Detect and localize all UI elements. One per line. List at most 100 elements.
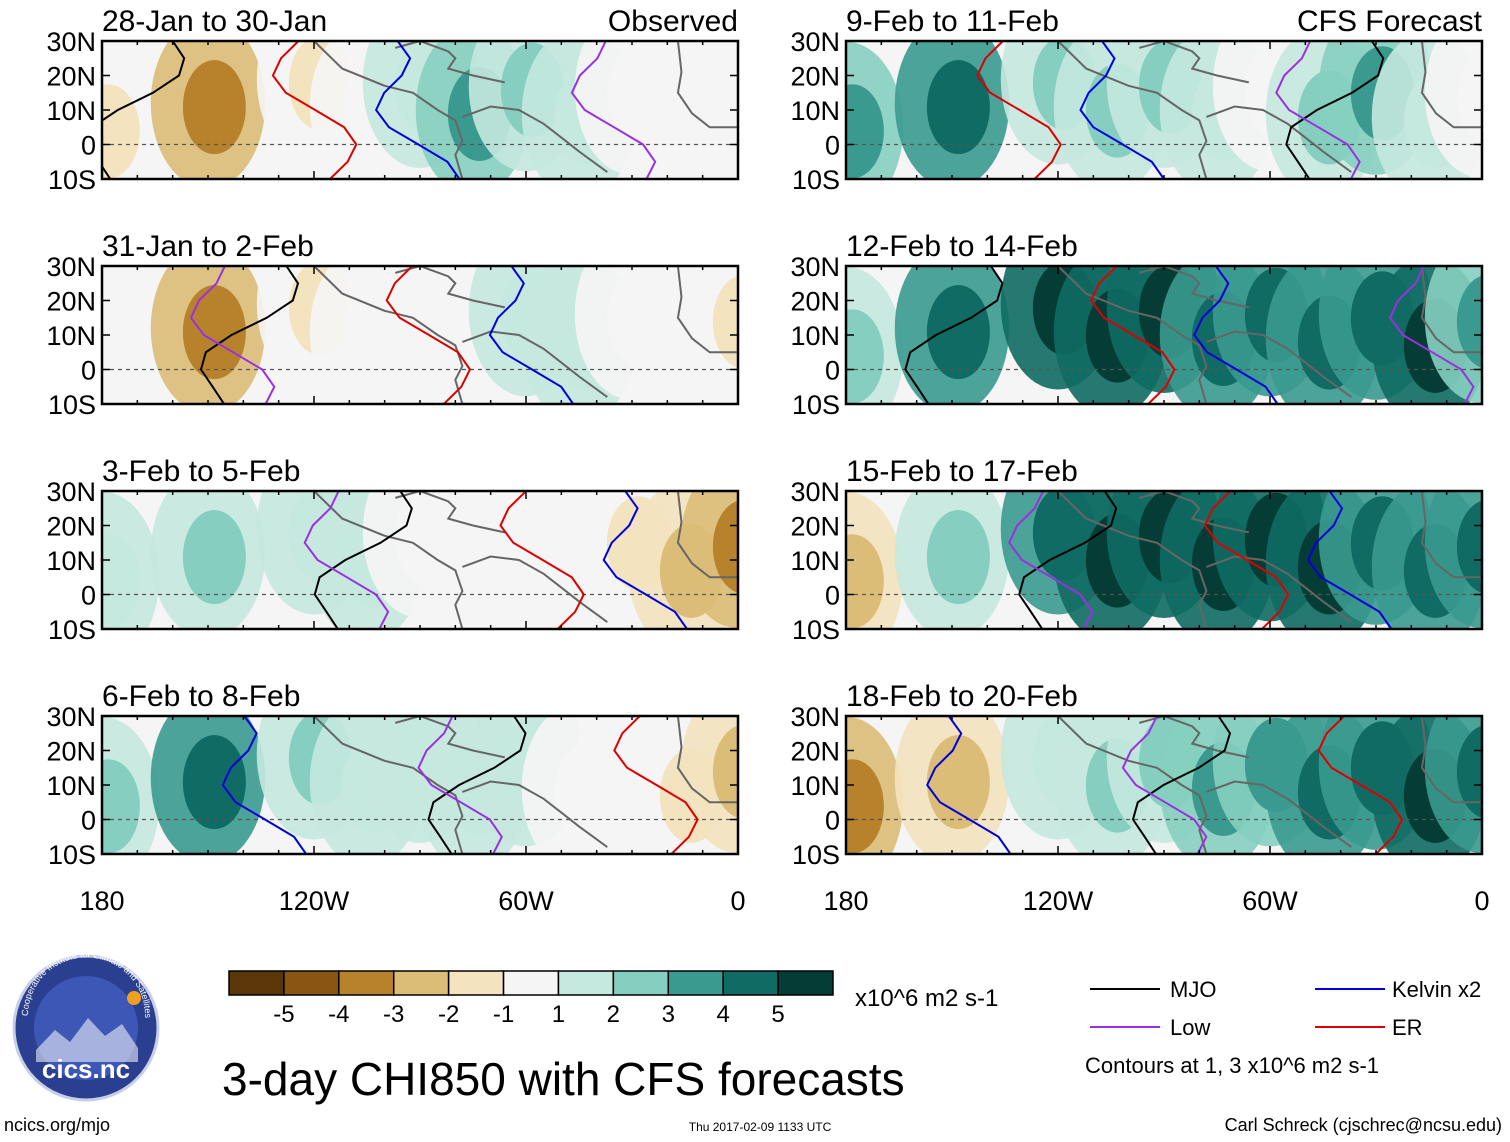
anomaly-core [846, 84, 884, 179]
anomaly-core [182, 510, 246, 605]
panel-plot-area [846, 716, 1482, 854]
anomaly-core [1456, 275, 1482, 368]
coastline-south-america [462, 555, 608, 623]
panel-4: 30N 20N 10N 0 10S 6-Feb to 8-Feb 180 120W 60W 0 [46, 680, 745, 916]
y-tick-label: 20N [46, 737, 96, 767]
contour-low [303, 491, 390, 629]
x-tick-label: 120W [1023, 886, 1094, 916]
panel-plot-area [846, 41, 1482, 179]
contour-low [417, 716, 503, 854]
coastline-africa [676, 716, 738, 804]
coastline-africa [1420, 41, 1482, 129]
y-tick-label: 10N [46, 771, 96, 801]
contour-kelvin-x2 [602, 491, 688, 629]
coastline-south-america [1206, 555, 1352, 623]
y-tick-label: 30N [46, 702, 96, 732]
panel-plot-area [102, 716, 738, 854]
y-tick-label: 10N [790, 96, 840, 126]
y-tick-label: 0 [825, 131, 840, 161]
colorbar-tick-label: -5 [273, 1001, 294, 1028]
anomaly-core [712, 50, 738, 143]
anomaly-core [926, 285, 990, 380]
anomaly-core [102, 84, 140, 179]
colorbar-swatch [338, 970, 395, 996]
colorbar-tick-label: -4 [328, 1001, 349, 1028]
colorbar-tick-label: -2 [438, 1001, 459, 1028]
contour-mjo [102, 41, 186, 179]
y-tick-label: 10N [46, 321, 96, 351]
coastline-south-america [1206, 780, 1352, 848]
contour-low [1121, 716, 1208, 854]
panel-period-title: 9-Feb to 11-Feb [846, 5, 1059, 38]
coastline-americas [1057, 266, 1208, 404]
colorbar-swatch [722, 970, 779, 996]
anomaly-core [712, 500, 738, 593]
colorbar-swatch [392, 970, 450, 996]
y-tick-label: 30N [790, 702, 840, 732]
panel-7: 30N 20N 10N 0 10S 15-Feb to 17-Feb [790, 455, 1484, 645]
x-tick-label: 0 [730, 886, 745, 916]
contour-mjo [1131, 716, 1232, 854]
contour-mjo [1018, 491, 1118, 629]
contour-kelvin-x2 [926, 716, 1012, 854]
colorbar-swatch [777, 970, 834, 996]
y-tick-label: 0 [825, 581, 840, 611]
anomaly-core [712, 725, 738, 818]
panel-group-label: CFS Forecast [1297, 5, 1483, 38]
x-tick-label: 120W [279, 886, 350, 916]
contour-mjo [313, 491, 413, 629]
anomaly-core [102, 309, 140, 404]
y-tick-label: 30N [790, 477, 840, 507]
contour-er [1203, 491, 1290, 629]
colorbar-swatch [612, 970, 670, 996]
anomaly-core [182, 60, 246, 155]
y-tick-label: 10S [48, 615, 96, 645]
legend-mjo-label: MJO [1170, 977, 1216, 1002]
panel-plot-area [102, 491, 738, 629]
y-tick-label: 20N [790, 737, 840, 767]
y-tick-label: 10S [48, 840, 96, 870]
footer-author: Carl Schreck (cjschrec@ncsu.edu) [1225, 1115, 1502, 1135]
y-tick-label: 0 [81, 131, 96, 161]
colorbar-swatch [283, 970, 340, 996]
panel-3: 30N 20N 10N 0 10S 3-Feb to 5-Feb [46, 455, 740, 645]
y-tick-label: 10N [790, 321, 840, 351]
colorbar-tick-label: 2 [607, 1001, 620, 1028]
cics-logo: Cooperative Institute for Climate and Sa… [12, 949, 160, 1102]
x-tick-label: 0 [1474, 886, 1489, 916]
coastline-south-america [462, 105, 608, 173]
legend-low-label: Low [1170, 1015, 1210, 1040]
panel-6: 30N 20N 10N 0 10S 12-Feb to 14-Feb [790, 230, 1484, 420]
contour-er [976, 41, 1062, 179]
coastline-americas [1057, 716, 1208, 854]
coastline-africa [676, 491, 738, 579]
contour-kelvin-x2 [488, 266, 575, 404]
contour-low [1275, 41, 1361, 179]
coastline-africa [1420, 716, 1482, 804]
contour-mjo [427, 716, 527, 854]
panel-5: 30N 20N 10N 0 10S 9-Feb to 11-Feb CFS Forecast [790, 5, 1484, 195]
contour-kelvin-x2 [221, 716, 307, 854]
coastline-south-america [1206, 105, 1352, 173]
y-tick-label: 30N [46, 27, 96, 57]
contour-legend: MJO Kelvin x2 Low ER Contours at 1, 3 x1… [1085, 977, 1481, 1078]
anomaly-core [846, 759, 884, 854]
coastline-caribbean [1139, 716, 1250, 759]
contour-low [1008, 491, 1094, 629]
panel-period-title: 15-Feb to 17-Feb [846, 455, 1078, 488]
colorbar: -5 -4 -3 -2 -1 1 2 3 4 5 [228, 970, 834, 1028]
panel-period-title: 18-Feb to 20-Feb [846, 680, 1078, 713]
contour-kelvin-x2 [374, 41, 461, 179]
y-tick-label: 30N [46, 477, 96, 507]
y-tick-label: 10S [48, 390, 96, 420]
coastline-americas [1057, 491, 1208, 629]
x-tick-label: 60W [1242, 886, 1298, 916]
footer-website: ncics.org/mjo [4, 1115, 110, 1135]
y-tick-label: 0 [825, 806, 840, 836]
panel-2: 30N 20N 10N 0 10S 31-Jan to 2-Feb [46, 230, 740, 420]
coastline-caribbean [1139, 266, 1250, 309]
contour-er [385, 266, 472, 404]
contour-mjo [904, 266, 1004, 404]
